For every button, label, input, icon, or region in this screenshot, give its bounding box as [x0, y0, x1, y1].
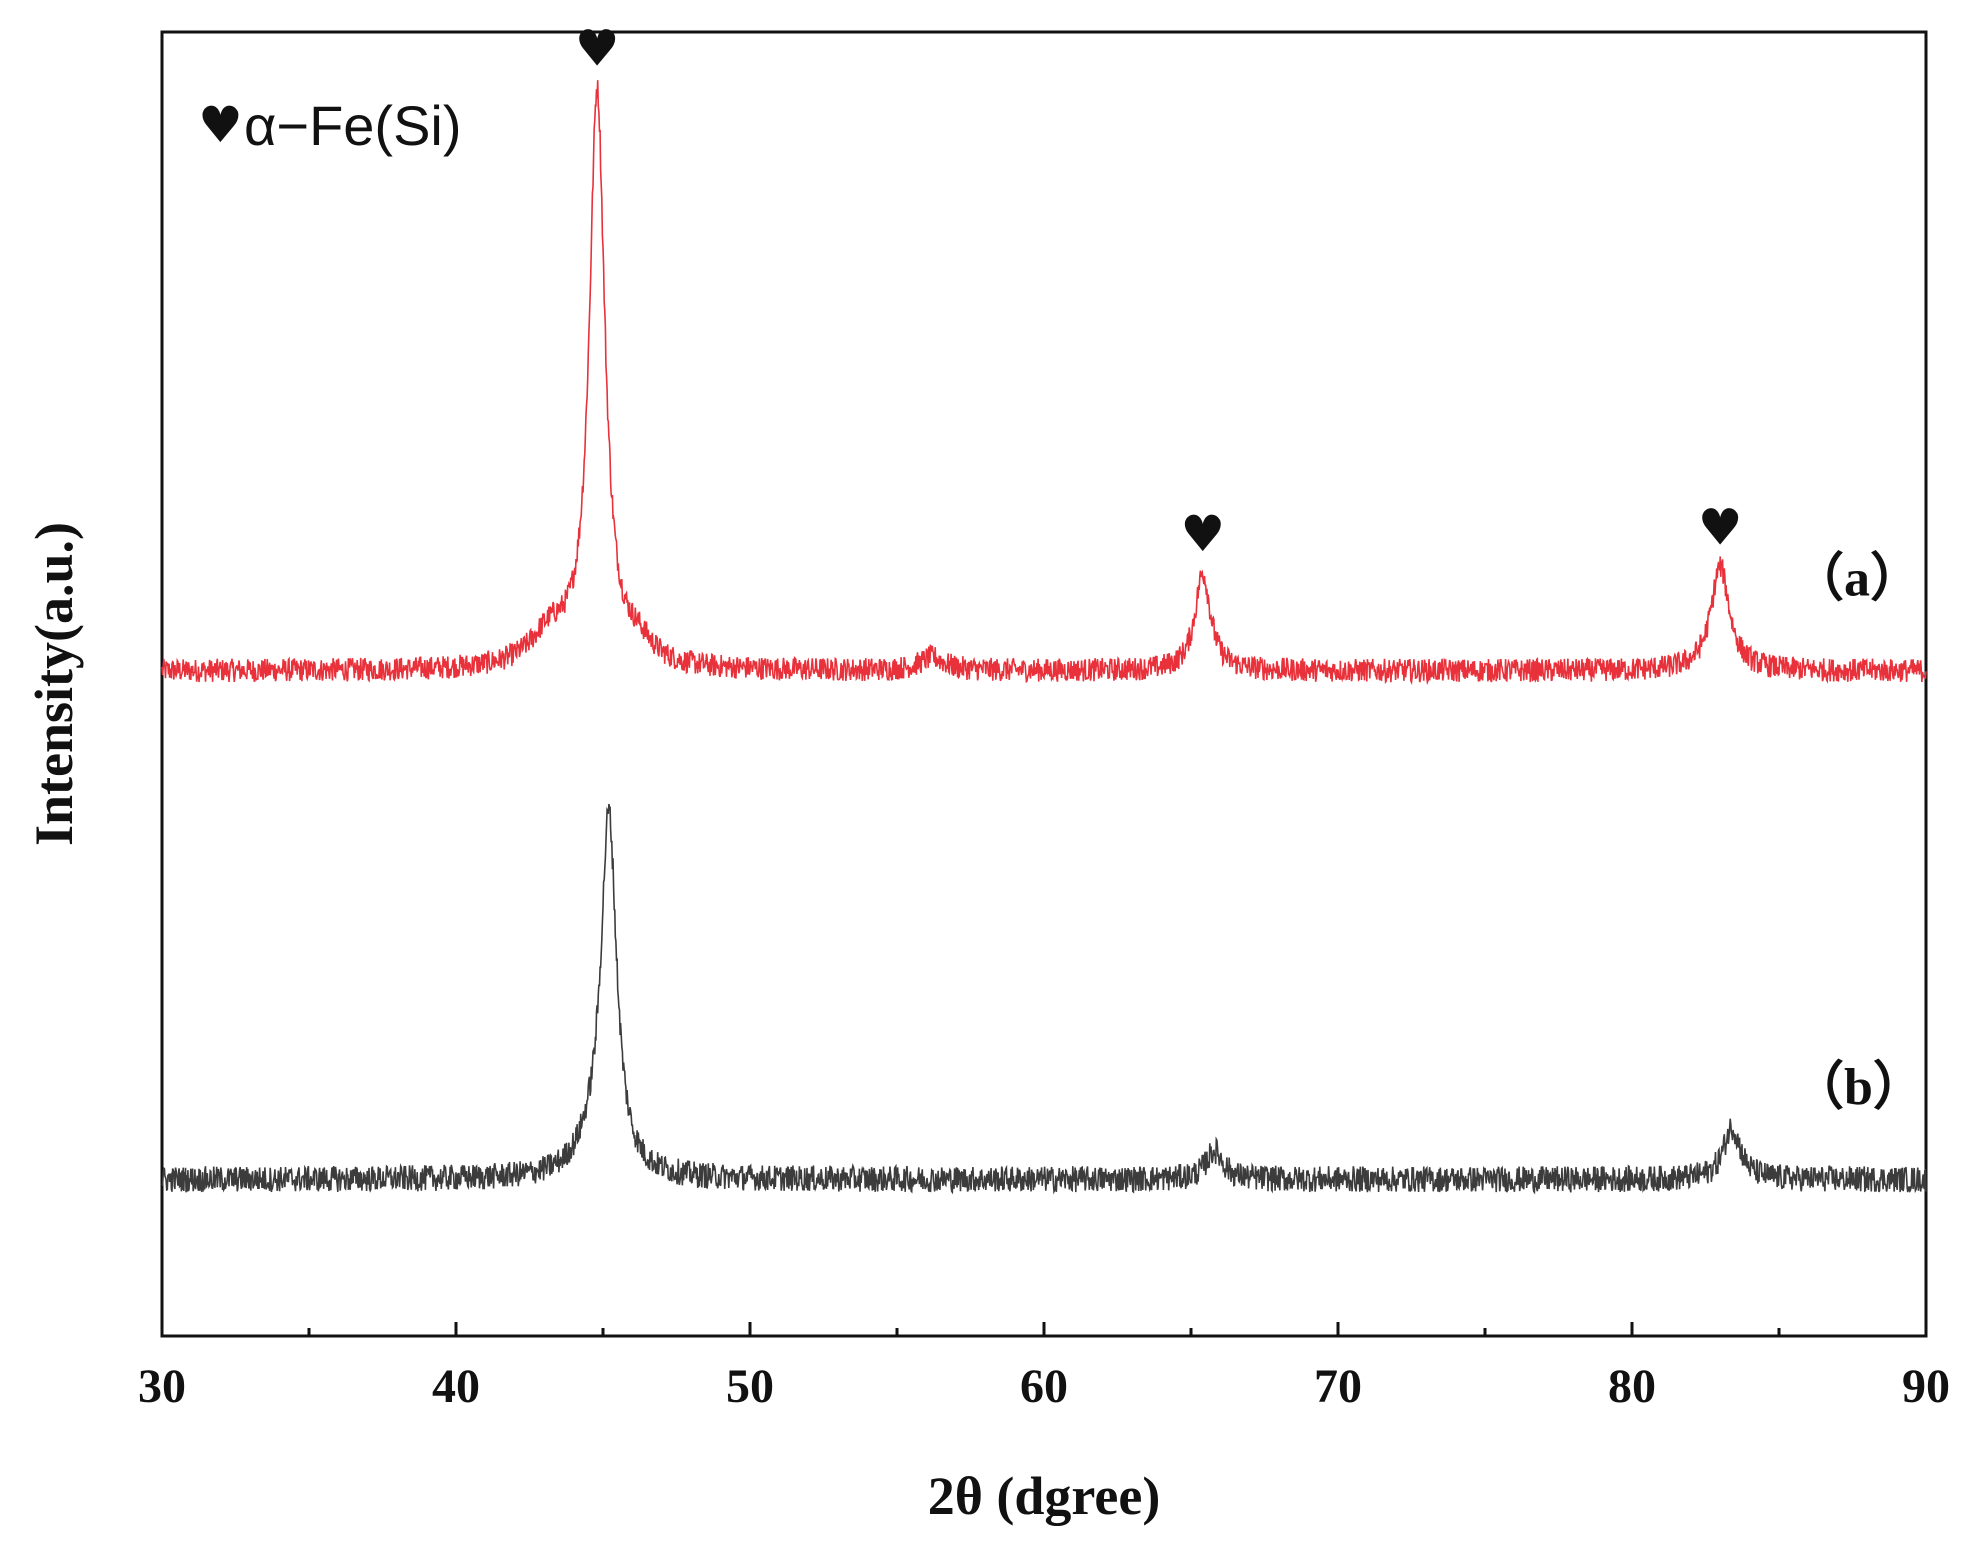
x-tick-label: 60	[1020, 1360, 1068, 1413]
series-layer	[161, 80, 1927, 1195]
series-line-a	[161, 80, 1927, 686]
legend-marker-icon: ♥	[198, 96, 243, 154]
x-tick-label: 30	[138, 1360, 186, 1413]
peak-marker-icon: ♥	[1698, 499, 1743, 557]
x-tick-label: 70	[1314, 1360, 1362, 1413]
x-axis-title: 2θ (dgree)	[928, 1466, 1161, 1526]
series-label: （b）	[1792, 1058, 1925, 1116]
y-axis-title: Intensity(a.u.)	[24, 522, 84, 846]
x-axis-tick-labels: 30 40 50 60 70 80 90	[138, 1360, 1950, 1413]
plot-frame	[160, 30, 1928, 1338]
series-line-b	[161, 803, 1927, 1195]
x-tick-label: 50	[726, 1360, 774, 1413]
series-label: （a）	[1792, 550, 1922, 608]
series-labels: （a） （b）	[1792, 550, 1925, 1117]
x-tick-label: 90	[1902, 1360, 1950, 1413]
peak-marker-icon: ♥	[1180, 505, 1225, 563]
legend-label: α−Fe(Si)	[244, 94, 462, 157]
x-axis-ticks	[160, 1322, 1928, 1336]
x-tick-label: 40	[432, 1360, 480, 1413]
peak-markers: ♥ ♥ ♥	[575, 20, 1743, 563]
x-tick-label: 80	[1608, 1360, 1656, 1413]
peak-marker-icon: ♥	[575, 20, 620, 78]
